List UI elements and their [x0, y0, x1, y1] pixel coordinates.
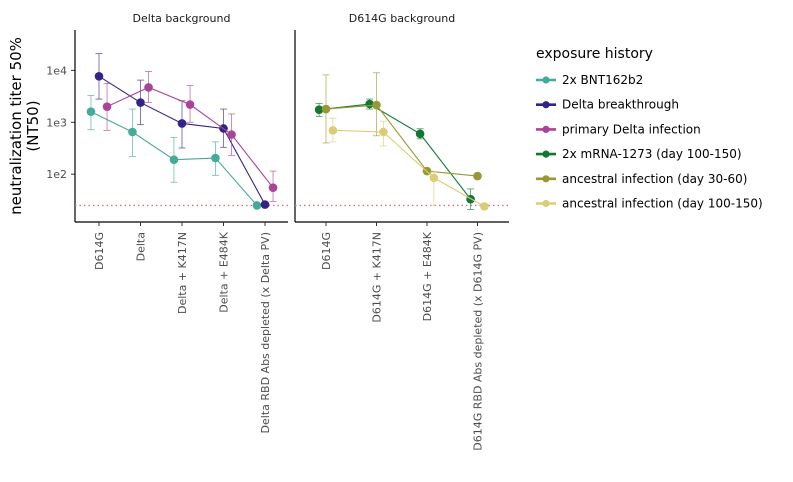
- legend-swatch-point-1: [542, 101, 550, 109]
- legend-label-3: 2x mRNA-1273 (day 100-150): [562, 147, 742, 161]
- series-line-1-1: [325, 104, 478, 177]
- data-point-1-2-2: [429, 173, 439, 183]
- legend-swatch-point-2: [542, 125, 550, 133]
- data-point-1-0-2: [415, 129, 425, 139]
- legend-label-2: primary Delta infection: [562, 122, 701, 136]
- legend-label-4: ancestral infection (day 30-60): [562, 172, 747, 186]
- data-point-0-0-3: [211, 153, 220, 163]
- x-tick-label-0-2: Delta + K417N: [176, 232, 189, 314]
- series-line-1-0: [319, 103, 472, 200]
- x-tick-label-1-1: D614G + K417N: [371, 232, 384, 323]
- data-point-1-2-1: [379, 127, 388, 137]
- facet-title-0: Delta background: [133, 12, 231, 25]
- data-point-1-2-3: [480, 202, 489, 211]
- y-tick-label-2: 1e4: [46, 64, 67, 77]
- y-axis-title: neutralization titer 50%: [7, 37, 25, 215]
- data-point-0-1-2: [177, 119, 187, 128]
- series-line-1-2: [332, 129, 485, 207]
- x-tick-label-0-4: Delta RBD Abs depleted (x Delta PV): [259, 232, 272, 433]
- legend-title: exposure history: [536, 46, 653, 62]
- x-tick-label-0-3: Delta + E484K: [218, 231, 231, 313]
- data-point-0-0-1: [128, 127, 137, 137]
- data-point-1-1-0: [321, 104, 331, 114]
- data-point-1-1-1: [372, 100, 381, 110]
- facet-title-1: D614G background: [349, 12, 456, 25]
- data-point-0-1-1: [136, 98, 145, 107]
- data-point-1-2-0: [328, 126, 338, 135]
- legend-label-0: 2x BNT162b2: [562, 73, 643, 87]
- y-axis-title-line2: (NT50): [24, 100, 42, 151]
- legend-swatch-point-4: [542, 175, 550, 183]
- legend-label-1: Delta breakthrough: [562, 98, 679, 112]
- data-point-0-2-3: [227, 130, 236, 139]
- data-point-0-1-4: [260, 200, 270, 209]
- x-tick-label-1-3: D614G RBD Abs depleted (x D614G PV): [472, 232, 485, 451]
- data-point-0-1-0: [94, 71, 104, 81]
- x-tick-label-0-0: D614G: [93, 232, 106, 270]
- data-point-0-2-4: [268, 183, 278, 192]
- data-point-0-0-2: [169, 155, 179, 165]
- legend-swatch-point-0: [542, 76, 550, 84]
- legend-swatch-point-5: [542, 199, 550, 208]
- x-tick-label-1-0: D614G: [320, 232, 333, 270]
- data-point-0-0-0: [86, 107, 96, 117]
- legend-swatch-point-3: [542, 150, 550, 158]
- legend-label-5: ancestral infection (day 100-150): [562, 197, 763, 211]
- data-point-0-2-0: [102, 102, 112, 111]
- x-tick-label-0-1: Delta: [135, 232, 148, 261]
- data-point-1-0-0: [314, 105, 324, 114]
- data-point-1-1-3: [473, 171, 482, 181]
- data-point-0-0-4: [252, 201, 262, 210]
- data-point-0-2-2: [185, 100, 195, 109]
- y-tick-label-1: 1e3: [46, 116, 67, 129]
- data-point-0-2-1: [144, 83, 153, 92]
- y-tick-label-0: 1e2: [46, 168, 67, 181]
- x-tick-label-1-2: D614G + E484K: [421, 231, 434, 321]
